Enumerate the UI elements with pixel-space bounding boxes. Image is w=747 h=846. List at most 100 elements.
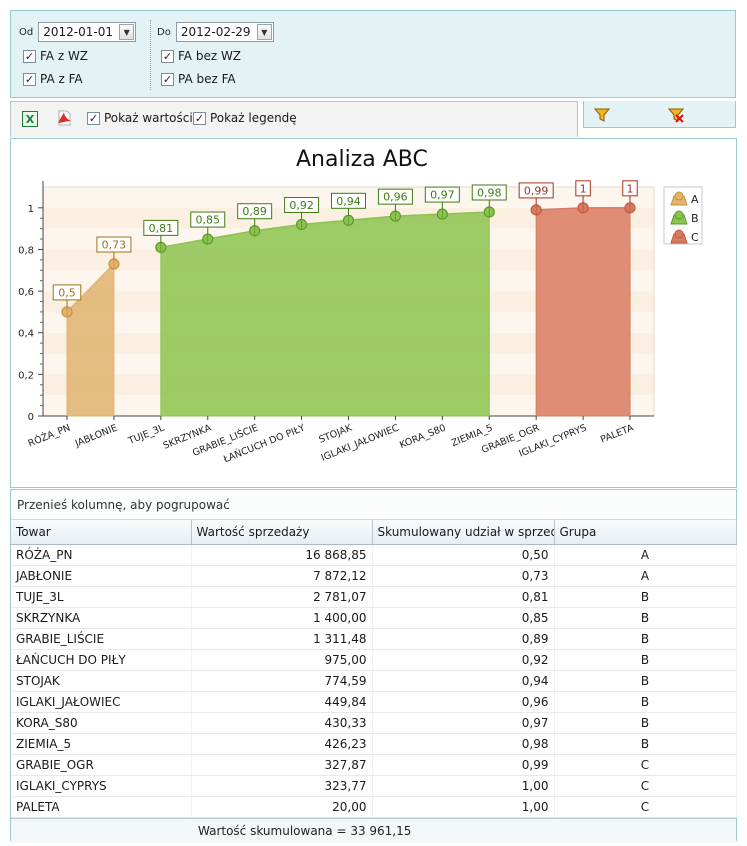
group-by-hint[interactable]: Przenieś kolumnę, aby pogrupować	[11, 490, 736, 520]
checkbox-checked-icon[interactable]: ✓	[161, 72, 174, 86]
cell-wartosc[interactable]: 1 400,00	[191, 607, 373, 629]
table-row[interactable]: IGLAKI_CYPRYS 323,77 1,00 C	[11, 775, 737, 797]
checkbox-pa-bez-fa[interactable]: ✓ PA bez FA	[161, 72, 236, 86]
cell-skumulowany[interactable]: 0,94	[372, 670, 555, 692]
checkbox-checked-icon[interactable]: ✓	[23, 72, 36, 86]
cell-towar[interactable]: GRABIE_LIŚCIE	[11, 628, 192, 650]
cell-grupa[interactable]: B	[554, 607, 737, 629]
cell-towar[interactable]: ŁAŃCUCH DO PIŁY	[11, 649, 192, 671]
funnel-icon[interactable]	[594, 107, 610, 123]
table-row[interactable]: TUJE_3L 2 781,07 0,81 B	[11, 586, 737, 608]
cell-towar[interactable]: SKRZYNKA	[11, 607, 192, 629]
show-legend-toggle[interactable]: ✓ Pokaż legendę	[193, 111, 297, 125]
cell-wartosc[interactable]: 1 311,48	[191, 628, 373, 650]
cell-skumulowany[interactable]: 0,92	[372, 649, 555, 671]
checkbox-checked-icon[interactable]: ✓	[23, 49, 36, 63]
legend-label: B	[691, 212, 699, 225]
value-label-box	[377, 188, 413, 205]
cell-skumulowany[interactable]: 1,00	[372, 775, 555, 797]
cell-grupa[interactable]: B	[554, 649, 737, 671]
cell-grupa[interactable]: A	[554, 565, 737, 587]
table-row[interactable]: ZIEMIA_5 426,23 0,98 B	[11, 733, 737, 755]
cell-skumulowany[interactable]: 0,89	[372, 628, 555, 650]
show-values-toggle[interactable]: ✓ Pokaż wartości	[87, 111, 193, 125]
date-from-picker[interactable]: 2012-01-01 ▼	[38, 22, 137, 42]
cell-wartosc[interactable]: 20,00	[191, 796, 373, 818]
cell-grupa[interactable]: C	[554, 754, 737, 776]
series-line-A	[66, 263, 115, 313]
checkbox-fa-z-wz[interactable]: ✓ FA z WZ	[23, 49, 88, 63]
table-row[interactable]: PALETA 20,00 1,00 C	[11, 796, 737, 818]
cell-grupa[interactable]: B	[554, 733, 737, 755]
table-row[interactable]: RÓŻA_PN 16 868,85 0,50 A	[11, 544, 737, 566]
table-row[interactable]: SKRZYNKA 1 400,00 0,85 B	[11, 607, 737, 629]
cell-towar[interactable]: JABŁONIE	[11, 565, 192, 587]
cell-wartosc[interactable]: 7 872,12	[191, 565, 373, 587]
value-label: 0,73	[102, 239, 127, 252]
cell-grupa[interactable]: B	[554, 586, 737, 608]
chevron-down-icon[interactable]: ▼	[119, 24, 135, 40]
cell-wartosc[interactable]: 2 781,07	[191, 586, 373, 608]
cell-skumulowany[interactable]: 0,85	[372, 607, 555, 629]
cell-towar[interactable]: GRABIE_OGR	[11, 754, 192, 776]
cell-skumulowany[interactable]: 0,98	[372, 733, 555, 755]
chevron-down-icon[interactable]: ▼	[256, 24, 272, 40]
cell-wartosc[interactable]: 430,33	[191, 712, 373, 734]
cell-grupa[interactable]: A	[554, 544, 737, 566]
cell-grupa[interactable]: B	[554, 628, 737, 650]
table-row[interactable]: STOJAK 774,59 0,94 B	[11, 670, 737, 692]
cell-wartosc[interactable]: 327,87	[191, 754, 373, 776]
table-row[interactable]: GRABIE_LIŚCIE 1 311,48 0,89 B	[11, 628, 737, 650]
cell-skumulowany[interactable]: 0,50	[372, 544, 555, 566]
cell-grupa[interactable]: B	[554, 691, 737, 713]
cell-grupa[interactable]: B	[554, 670, 737, 692]
value-label-box	[237, 203, 273, 220]
date-to-picker[interactable]: 2012-02-29 ▼	[175, 22, 274, 42]
column-header-wartosc[interactable]: Wartość sprzedaży	[191, 520, 373, 545]
cell-towar[interactable]: IGLAKI_JAŁOWIEC	[11, 691, 192, 713]
value-label: 0,99	[524, 184, 549, 197]
cell-towar[interactable]: TUJE_3L	[11, 586, 192, 608]
table-row[interactable]: IGLAKI_JAŁOWIEC 449,84 0,96 B	[11, 691, 737, 713]
cell-wartosc[interactable]: 16 868,85	[191, 544, 373, 566]
checkbox-checked-icon[interactable]: ✓	[193, 111, 206, 125]
cell-towar[interactable]: KORA_S80	[11, 712, 192, 734]
checkbox-fa-bez-wz[interactable]: ✓ FA bez WZ	[161, 49, 241, 63]
table-row[interactable]: GRABIE_OGR 327,87 0,99 C	[11, 754, 737, 776]
column-header-towar[interactable]: Towar	[11, 520, 192, 545]
checkbox-pa-z-fa[interactable]: ✓ PA z FA	[23, 72, 83, 86]
cell-skumulowany[interactable]: 0,73	[372, 565, 555, 587]
cell-skumulowany[interactable]: 0,81	[372, 586, 555, 608]
table-row[interactable]: JABŁONIE 7 872,12 0,73 A	[11, 565, 737, 587]
checkbox-checked-icon[interactable]: ✓	[87, 111, 100, 125]
cell-towar[interactable]: STOJAK	[11, 670, 192, 692]
cell-wartosc[interactable]: 975,00	[191, 649, 373, 671]
cell-skumulowany[interactable]: 0,97	[372, 712, 555, 734]
cell-grupa[interactable]: C	[554, 796, 737, 818]
cell-skumulowany[interactable]: 0,96	[372, 691, 555, 713]
table-row[interactable]: KORA_S80 430,33 0,97 B	[11, 712, 737, 734]
value-label-box	[518, 182, 554, 199]
funnel-clear-icon[interactable]	[668, 107, 684, 123]
column-header-grupa[interactable]: Grupa	[554, 520, 737, 545]
export-excel-button[interactable]: X	[22, 111, 38, 127]
cell-towar[interactable]: ZIEMIA_5	[11, 733, 192, 755]
excel-icon[interactable]: X	[22, 111, 38, 127]
cell-grupa[interactable]: C	[554, 775, 737, 797]
cell-towar[interactable]: PALETA	[11, 796, 192, 818]
cell-skumulowany[interactable]: 1,00	[372, 796, 555, 818]
cell-towar[interactable]: RÓŻA_PN	[11, 544, 192, 566]
cell-grupa[interactable]: B	[554, 712, 737, 734]
cell-towar[interactable]: IGLAKI_CYPRYS	[11, 775, 192, 797]
cell-wartosc[interactable]: 774,59	[191, 670, 373, 692]
date-from-group: Od 2012-01-01 ▼	[19, 22, 137, 42]
cell-wartosc[interactable]: 323,77	[191, 775, 373, 797]
table-row[interactable]: ŁAŃCUCH DO PIŁY 975,00 0,92 B	[11, 649, 737, 671]
export-pdf-button[interactable]	[55, 109, 73, 127]
pdf-icon[interactable]	[55, 109, 73, 127]
checkbox-checked-icon[interactable]: ✓	[161, 49, 174, 63]
cell-wartosc[interactable]: 449,84	[191, 691, 373, 713]
cell-skumulowany[interactable]: 0,99	[372, 754, 555, 776]
cell-wartosc[interactable]: 426,23	[191, 733, 373, 755]
column-header-skumulowany[interactable]: Skumulowany udział w sprzedaży	[372, 520, 555, 545]
